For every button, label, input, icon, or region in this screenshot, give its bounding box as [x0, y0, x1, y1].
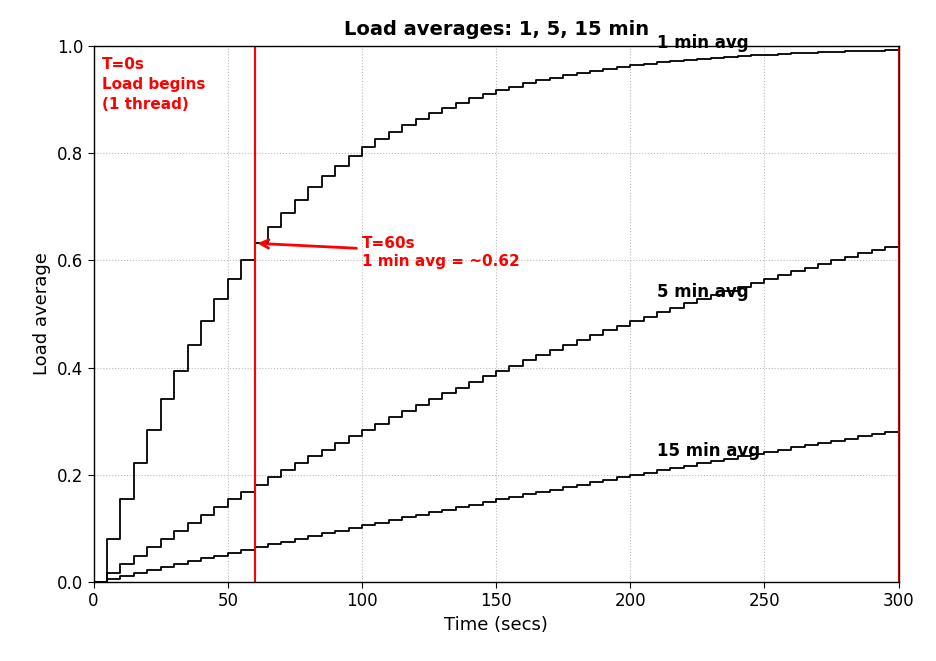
- Y-axis label: Load average: Load average: [34, 253, 51, 375]
- Text: 5 min avg: 5 min avg: [657, 284, 749, 301]
- Text: T=0s
Load begins
(1 thread): T=0s Load begins (1 thread): [102, 57, 205, 112]
- Text: T=60s
1 min avg = ~0.62: T=60s 1 min avg = ~0.62: [260, 236, 519, 268]
- X-axis label: Time (secs): Time (secs): [445, 615, 548, 634]
- Text: 15 min avg: 15 min avg: [657, 442, 760, 459]
- Title: Load averages: 1, 5, 15 min: Load averages: 1, 5, 15 min: [344, 20, 649, 39]
- Text: 1 min avg: 1 min avg: [657, 34, 749, 52]
